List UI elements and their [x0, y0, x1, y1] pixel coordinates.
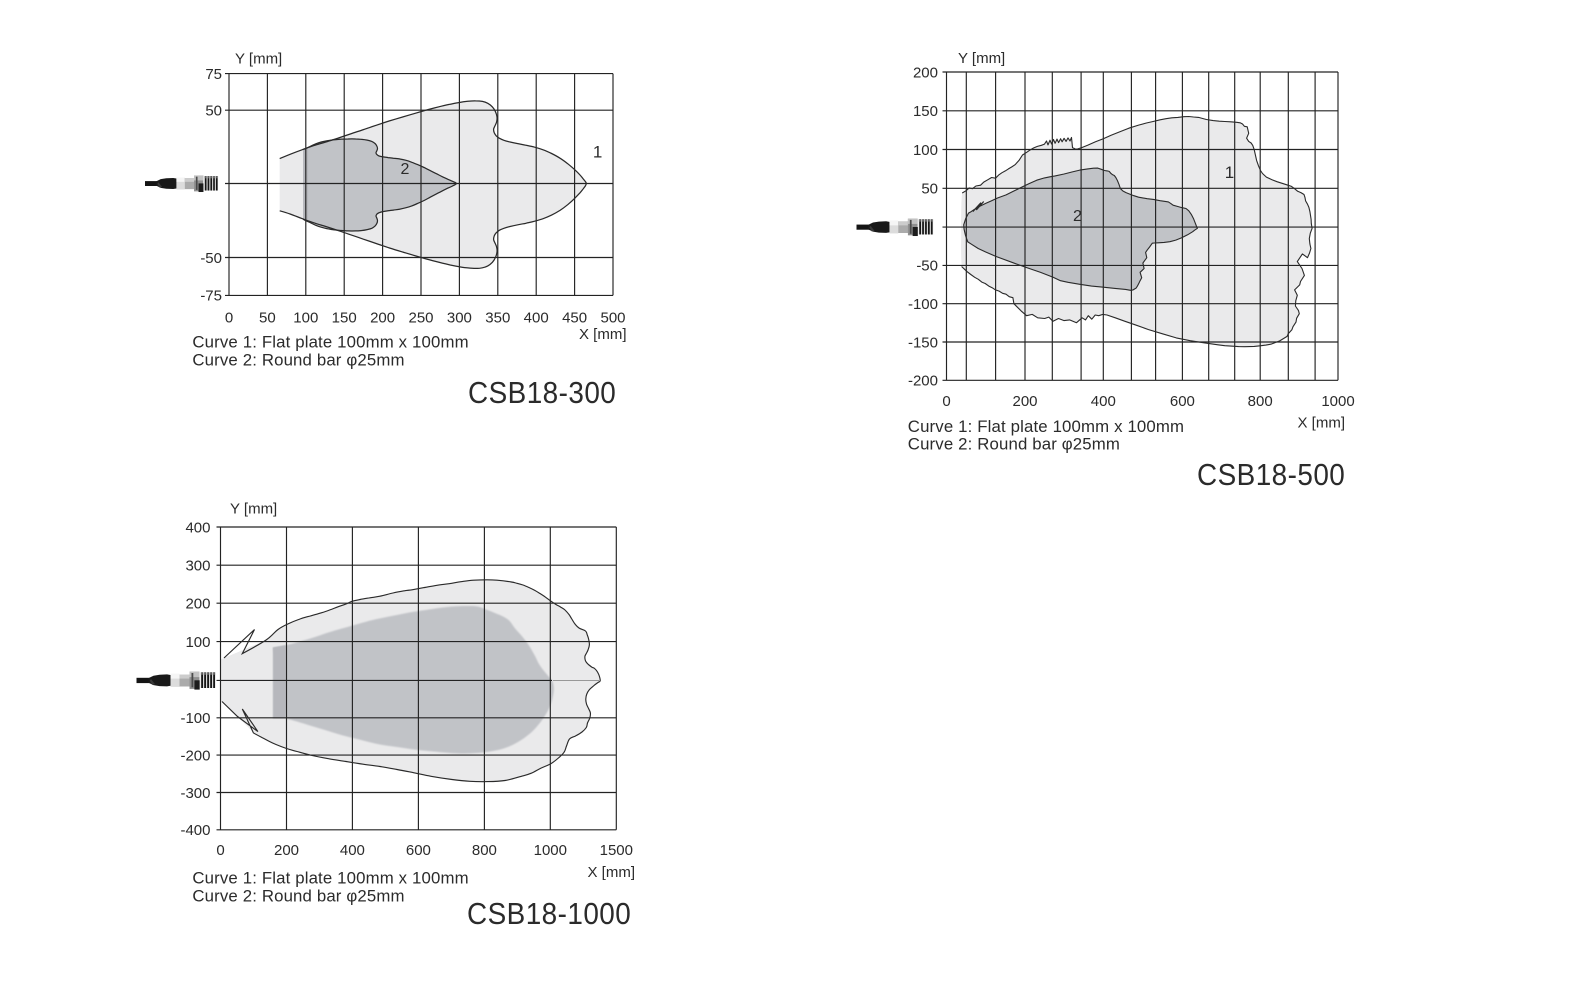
svg-text:-400: -400 [180, 822, 210, 839]
svg-text:X [mm]: X [mm] [1298, 415, 1346, 432]
svg-text:Y [mm]: Y [mm] [958, 50, 1005, 67]
svg-text:300: 300 [447, 310, 472, 327]
svg-text:150: 150 [332, 310, 357, 327]
svg-text:400: 400 [1091, 393, 1116, 410]
svg-text:Curve 1: Flat plate 100mm x 10: Curve 1: Flat plate 100mm x 100mm [192, 869, 468, 888]
svg-text:Curve 2: Round bar φ25mm: Curve 2: Round bar φ25mm [192, 350, 404, 369]
svg-text:0: 0 [216, 842, 224, 859]
svg-text:Curve 2: Round bar φ25mm: Curve 2: Round bar φ25mm [908, 435, 1120, 454]
svg-text:-50: -50 [916, 258, 938, 275]
svg-text:200: 200 [913, 64, 938, 81]
svg-text:2: 2 [1073, 208, 1082, 225]
svg-text:50: 50 [205, 103, 222, 120]
svg-text:200: 200 [274, 842, 299, 859]
svg-text:400: 400 [340, 842, 365, 859]
svg-text:800: 800 [1248, 393, 1273, 410]
svg-text:Curve 1: Flat plate 100mm x 10: Curve 1: Flat plate 100mm x 100mm [192, 333, 468, 352]
svg-text:1000: 1000 [1321, 393, 1354, 410]
svg-text:75: 75 [205, 66, 222, 83]
svg-text:2: 2 [400, 161, 409, 178]
svg-text:400: 400 [524, 310, 549, 327]
svg-text:-150: -150 [908, 334, 938, 351]
svg-text:-300: -300 [180, 785, 210, 802]
svg-text:50: 50 [921, 181, 938, 198]
svg-text:500: 500 [600, 310, 625, 327]
svg-text:-50: -50 [200, 250, 222, 267]
svg-text:200: 200 [1012, 393, 1037, 410]
svg-text:350: 350 [485, 310, 510, 327]
svg-text:100: 100 [293, 310, 318, 327]
svg-text:CSB18-500: CSB18-500 [1197, 458, 1345, 493]
svg-text:450: 450 [562, 310, 587, 327]
svg-text:50: 50 [259, 310, 276, 327]
svg-text:-200: -200 [908, 373, 938, 390]
svg-text:-200: -200 [180, 747, 210, 764]
svg-text:-100: -100 [180, 710, 210, 727]
svg-text:1500: 1500 [600, 842, 633, 859]
svg-text:100: 100 [185, 634, 210, 651]
svg-text:600: 600 [1170, 393, 1195, 410]
svg-text:1: 1 [593, 143, 602, 162]
svg-text:X [mm]: X [mm] [579, 326, 627, 343]
svg-text:-75: -75 [200, 288, 222, 305]
svg-text:0: 0 [942, 393, 950, 410]
svg-text:Y [mm]: Y [mm] [235, 51, 282, 68]
svg-text:X [mm]: X [mm] [588, 864, 636, 881]
svg-text:Curve 2: Round bar φ25mm: Curve 2: Round bar φ25mm [192, 887, 404, 906]
svg-text:-100: -100 [908, 296, 938, 313]
svg-text:0: 0 [225, 310, 233, 327]
svg-text:200: 200 [370, 310, 395, 327]
svg-text:Curve 1: Flat plate 100mm x 10: Curve 1: Flat plate 100mm x 100mm [908, 417, 1184, 436]
svg-text:CSB18-1000: CSB18-1000 [467, 897, 631, 932]
svg-text:600: 600 [406, 842, 431, 859]
svg-text:200: 200 [185, 596, 210, 613]
svg-text:CSB18-300: CSB18-300 [468, 376, 616, 411]
svg-text:1000: 1000 [534, 842, 567, 859]
svg-text:1: 1 [1225, 163, 1234, 182]
svg-text:300: 300 [185, 558, 210, 575]
svg-text:400: 400 [185, 519, 210, 536]
svg-text:800: 800 [472, 842, 497, 859]
svg-text:100: 100 [913, 142, 938, 159]
svg-text:Y [mm]: Y [mm] [230, 501, 277, 518]
svg-text:250: 250 [408, 310, 433, 327]
svg-text:150: 150 [913, 103, 938, 120]
